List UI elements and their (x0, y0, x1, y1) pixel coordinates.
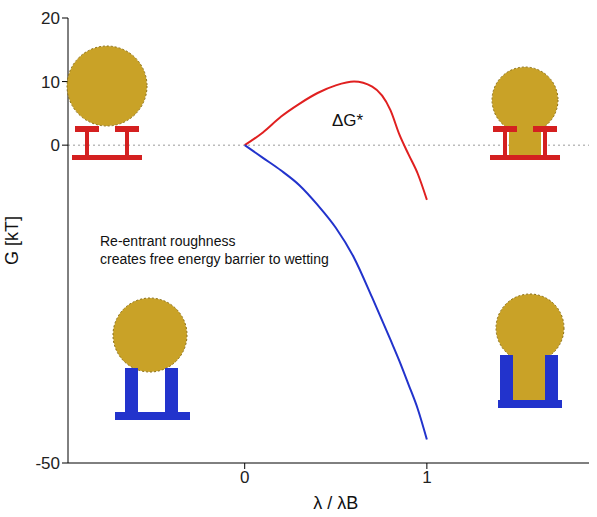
svg-text:10: 10 (41, 73, 60, 92)
svg-text:Re-entrant roughnesscreates fr: Re-entrant roughnesscreates free energy … (100, 233, 329, 267)
svg-text:G [kT]: G [kT] (2, 216, 22, 265)
svg-text:20: 20 (41, 9, 60, 28)
svg-text:λ / λB: λ / λB (313, 493, 358, 513)
svg-text:0: 0 (51, 136, 60, 155)
svg-text:-50: -50 (35, 454, 60, 473)
svg-text:ΔG*: ΔG* (332, 111, 364, 130)
svg-text:0: 0 (240, 468, 249, 487)
svg-text:1: 1 (422, 468, 431, 487)
